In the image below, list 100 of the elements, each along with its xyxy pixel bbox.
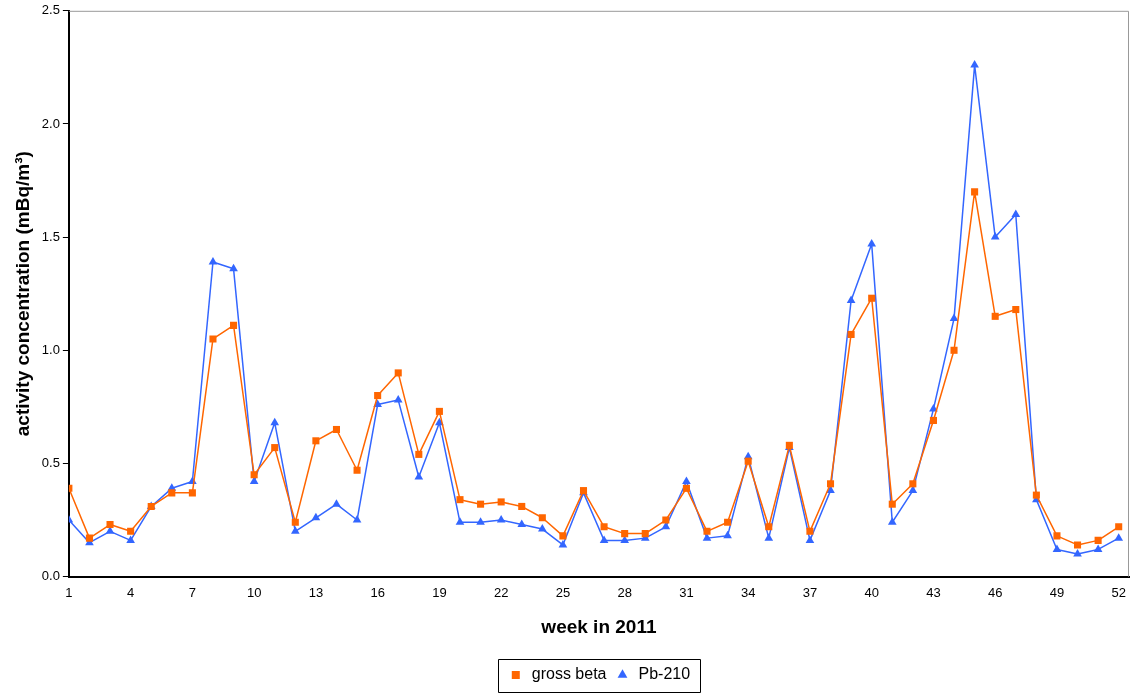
x-tick-label: 4 xyxy=(127,584,135,600)
point xyxy=(600,523,608,531)
y-axis-title: activity concentration (mBq/m³) xyxy=(11,151,33,437)
point xyxy=(106,521,114,529)
point xyxy=(703,527,711,535)
point xyxy=(477,500,485,508)
point xyxy=(724,518,732,526)
point xyxy=(435,407,443,415)
x-tick-label: 52 xyxy=(1111,584,1126,600)
point xyxy=(188,489,196,497)
y-tick-label: 2.0 xyxy=(41,115,60,131)
point xyxy=(415,450,423,458)
point xyxy=(332,425,341,434)
x-tick-label: 49 xyxy=(1049,584,1065,600)
x-tick-label: 34 xyxy=(740,584,756,600)
x-tick-label: 37 xyxy=(802,584,818,600)
point xyxy=(496,515,506,523)
point xyxy=(826,480,835,488)
point xyxy=(621,530,629,538)
point xyxy=(311,512,321,521)
point xyxy=(868,294,876,302)
point xyxy=(209,335,217,343)
point xyxy=(867,238,877,247)
x-tick-label: 25 xyxy=(555,584,571,600)
x-tick-label: 40 xyxy=(864,584,879,600)
point xyxy=(538,514,546,522)
point xyxy=(456,496,464,504)
point xyxy=(559,532,567,540)
point xyxy=(374,392,382,400)
x-axis-title: week in 2011 xyxy=(540,615,657,637)
point xyxy=(950,346,958,354)
point xyxy=(1052,544,1062,552)
point xyxy=(1114,533,1124,541)
legend-label: Pb-210 xyxy=(638,665,691,683)
point xyxy=(230,321,238,329)
point xyxy=(270,417,280,426)
point xyxy=(888,500,896,508)
point xyxy=(127,527,135,535)
x-tick-label: 1 xyxy=(65,584,73,600)
y-tick-label: 0.5 xyxy=(41,455,60,471)
point xyxy=(414,472,424,480)
point xyxy=(1053,532,1061,540)
x-tick-label: 28 xyxy=(617,584,632,600)
x-tick-label: 22 xyxy=(493,584,509,600)
point xyxy=(909,480,917,488)
x-tick-label: 46 xyxy=(987,584,1003,600)
point xyxy=(806,527,814,535)
point xyxy=(271,444,279,452)
point xyxy=(394,369,402,377)
point xyxy=(846,295,856,303)
point xyxy=(497,498,505,506)
point xyxy=(971,188,979,196)
point xyxy=(393,395,403,403)
point xyxy=(929,416,937,424)
x-tick-label: 31 xyxy=(679,584,694,600)
point xyxy=(312,437,320,445)
point xyxy=(764,533,774,541)
point xyxy=(332,499,341,507)
point xyxy=(1115,523,1123,531)
point xyxy=(1011,209,1021,217)
point xyxy=(682,484,690,492)
point xyxy=(558,539,568,548)
point xyxy=(723,530,732,539)
x-tick-label: 7 xyxy=(188,584,196,600)
x-tick-label: 13 xyxy=(308,584,324,600)
point xyxy=(765,523,773,531)
y-tick-label: 1.5 xyxy=(41,228,60,244)
point xyxy=(1093,544,1103,552)
point xyxy=(949,313,959,322)
point xyxy=(990,232,1000,240)
point xyxy=(208,257,218,265)
y-tick-label: 2.5 xyxy=(41,2,60,18)
point xyxy=(682,476,691,485)
point xyxy=(290,526,300,534)
legend-label: gross beta xyxy=(531,665,607,683)
point xyxy=(662,516,670,524)
point xyxy=(599,535,609,543)
point xyxy=(476,517,485,525)
point xyxy=(702,533,712,541)
point xyxy=(250,471,258,479)
point xyxy=(805,535,815,543)
point xyxy=(291,518,299,526)
x-tick-label: 43 xyxy=(926,584,941,600)
point xyxy=(85,534,93,542)
point xyxy=(168,489,176,497)
x-tick-label: 10 xyxy=(246,584,262,600)
point xyxy=(1073,548,1082,557)
point xyxy=(1032,491,1040,499)
point xyxy=(1074,541,1082,549)
point xyxy=(970,60,979,68)
point xyxy=(847,330,855,338)
x-tick-label: 16 xyxy=(370,584,385,600)
y-tick-label: 0.0 xyxy=(41,568,60,584)
point xyxy=(1012,306,1020,314)
point xyxy=(887,517,897,525)
point xyxy=(518,502,526,510)
point xyxy=(538,524,547,532)
point xyxy=(1094,536,1102,544)
point xyxy=(352,515,362,523)
point xyxy=(126,535,135,543)
